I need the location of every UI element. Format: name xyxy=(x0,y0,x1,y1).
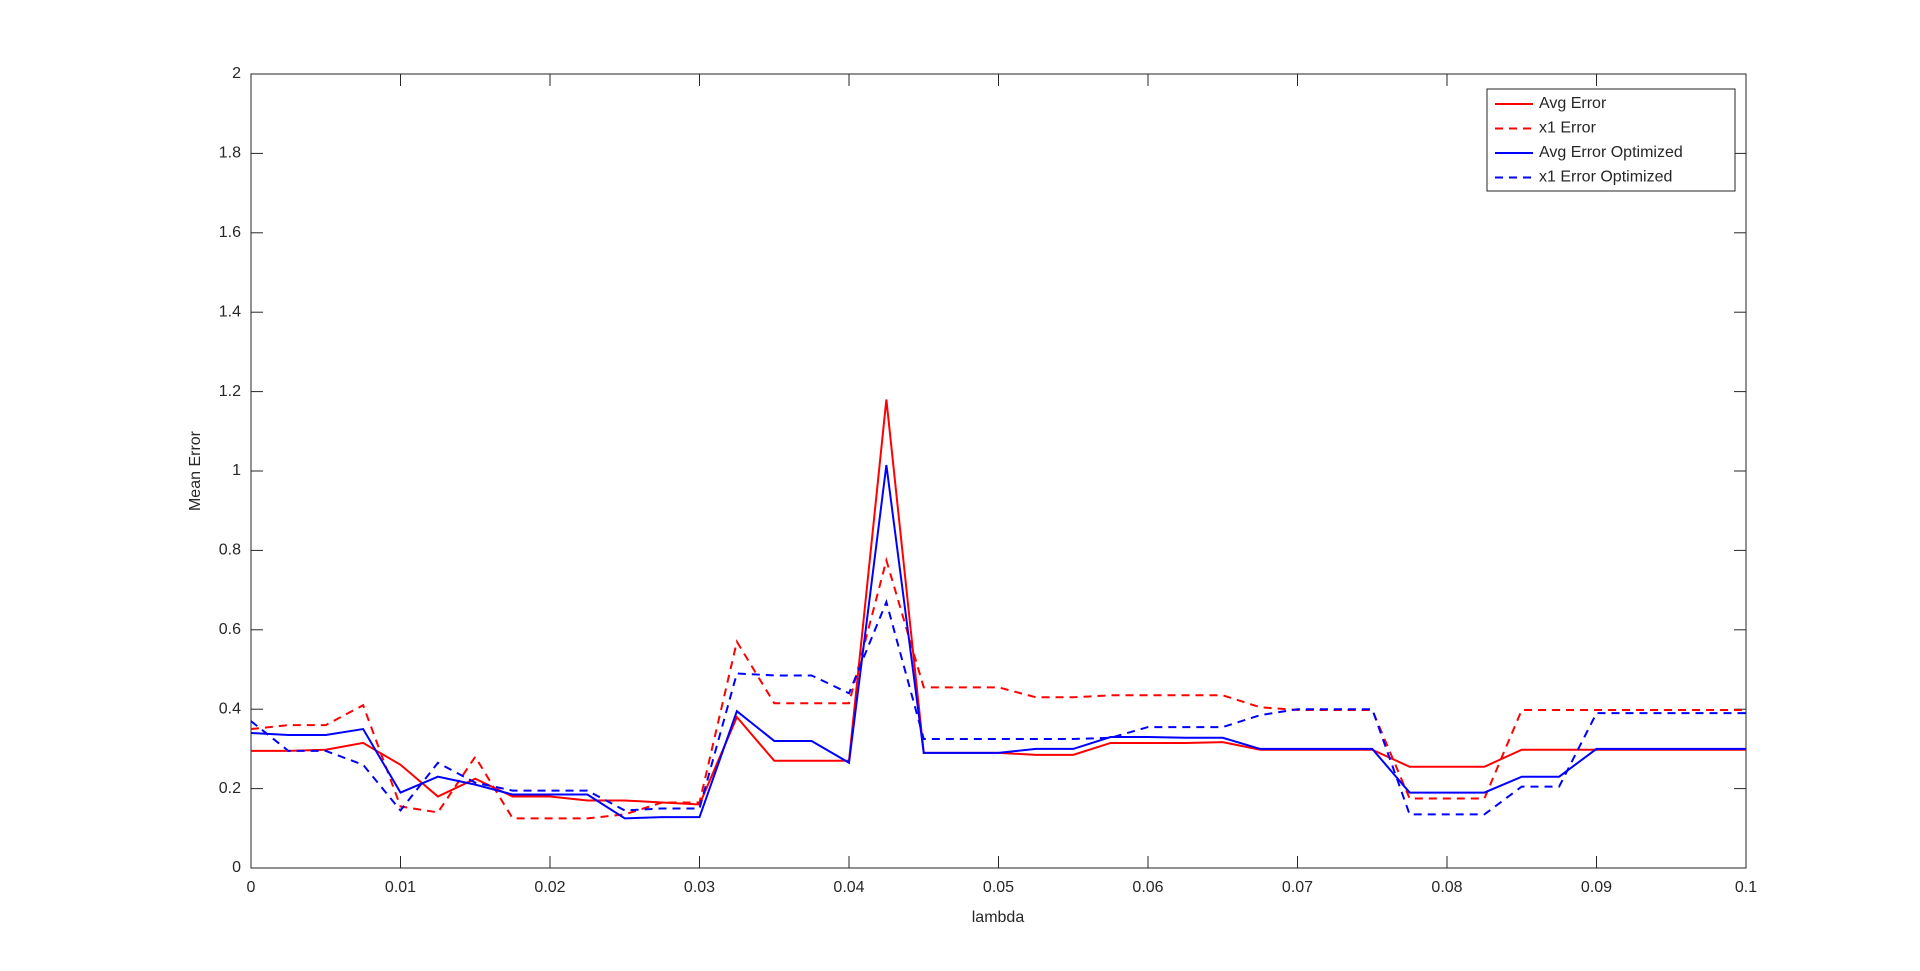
x-tick-label: 0.03 xyxy=(684,879,715,896)
y-tick-label: 1.8 xyxy=(219,145,241,162)
x-tick-label: 0.04 xyxy=(833,879,864,896)
legend-label: Avg Error xyxy=(1539,95,1607,112)
x-tick-label: 0.06 xyxy=(1132,879,1163,896)
legend-box xyxy=(1486,88,1736,192)
data-line xyxy=(250,464,1746,820)
y-tick-label: 0.6 xyxy=(219,621,241,638)
x-tick-label: 0.07 xyxy=(1282,879,1313,896)
x-tick-label: 0 xyxy=(247,879,256,896)
x-tick-label: 0.01 xyxy=(385,879,416,896)
plot-area xyxy=(250,73,1747,869)
y-tick-label: 1.6 xyxy=(219,224,241,241)
y-tick-label: 0.2 xyxy=(219,780,241,797)
legend-label: Avg Error Optimized xyxy=(1539,144,1683,161)
y-tick-label: 0.8 xyxy=(219,542,241,559)
x-tick-label: 0.08 xyxy=(1431,879,1462,896)
y-tick-label: 0 xyxy=(232,859,241,876)
y-tick-label: 2 xyxy=(232,65,241,82)
y-tick-label: 1.2 xyxy=(219,383,241,400)
x-tick-label: 0.09 xyxy=(1581,879,1612,896)
x-tick-label: 0.05 xyxy=(983,879,1014,896)
legend-label: x1 Error Optimized xyxy=(1539,169,1672,186)
x-tick-label: 0.02 xyxy=(534,879,565,896)
y-axis-label: Mean Error xyxy=(187,430,204,511)
x-axis-label: lambda xyxy=(972,909,1025,926)
x-tick-label: 0.1 xyxy=(1735,879,1757,896)
legend-label: x1 Error xyxy=(1539,120,1597,137)
y-tick-label: 0.4 xyxy=(219,700,241,717)
data-line xyxy=(250,556,1746,820)
data-line xyxy=(250,598,1746,816)
y-tick-label: 1 xyxy=(232,462,241,479)
y-tick-label: 1.4 xyxy=(219,303,241,320)
